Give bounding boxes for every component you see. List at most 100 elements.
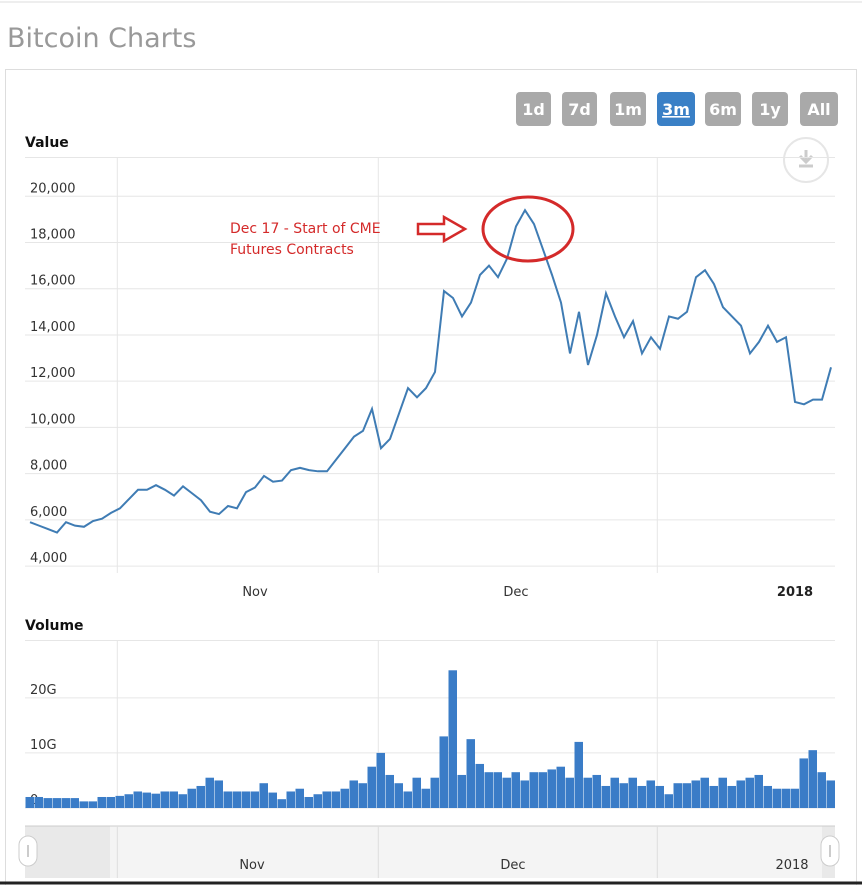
volume-bar — [376, 752, 385, 808]
x-tick-label: Dec — [503, 585, 528, 600]
volume-bar — [169, 791, 178, 808]
volume-bar — [709, 785, 718, 808]
y-tick-label: 14,000 — [30, 320, 76, 335]
y-tick-label: 16,000 — [30, 274, 76, 289]
button-label[interactable]: 6m — [709, 100, 737, 119]
volume-bar — [187, 788, 196, 808]
navigator-window — [110, 826, 822, 878]
volume-bar — [502, 777, 511, 808]
button-label[interactable]: 7d — [568, 100, 591, 119]
volume-bar — [97, 796, 106, 808]
volume-bar — [43, 798, 52, 808]
volume-bar — [124, 794, 133, 808]
volume-bar — [196, 785, 205, 808]
volume-bar — [520, 780, 529, 808]
volume-bar — [304, 796, 313, 808]
button-bg[interactable] — [610, 92, 646, 126]
button-bg[interactable] — [562, 92, 597, 126]
volume-bar — [142, 792, 151, 808]
volume-bar — [808, 750, 817, 808]
volume-bar — [556, 766, 565, 808]
volume-bar — [574, 741, 583, 808]
volume-bar — [682, 783, 691, 808]
button-label[interactable]: 3m — [662, 100, 690, 119]
volume-bar — [412, 777, 421, 808]
volume-bar — [826, 780, 835, 808]
button-bg[interactable] — [516, 92, 551, 126]
button-label[interactable]: 1y — [759, 100, 781, 119]
volume-bar — [106, 796, 115, 808]
volume-bar — [547, 769, 556, 808]
volume-bar — [448, 670, 457, 808]
volume-bar — [664, 794, 673, 808]
volume-bar — [565, 777, 574, 808]
navigator-label: 2018 — [775, 858, 808, 873]
range-button[interactable]: All — [800, 92, 838, 126]
y-tick-label: 12,000 — [30, 366, 76, 381]
volume-bar — [232, 791, 241, 808]
annotation-circle — [481, 195, 575, 263]
volume-bar — [403, 791, 412, 808]
range-button[interactable]: 1y — [752, 92, 788, 126]
volume-bar — [619, 783, 628, 808]
download-button[interactable] — [783, 137, 829, 183]
volume-bar — [637, 785, 646, 808]
volume-bar — [529, 772, 538, 808]
page-title: Bitcoin Charts — [7, 23, 196, 54]
volume-bar — [205, 777, 214, 808]
button-label[interactable]: All — [807, 100, 830, 119]
volume-bar — [178, 794, 187, 808]
volume-bar — [394, 783, 403, 808]
range-button[interactable]: 7d — [562, 92, 597, 126]
volume-bar — [115, 795, 124, 808]
volume-bar — [763, 785, 772, 808]
range-button[interactable]: 6m — [705, 92, 741, 126]
volume-bar — [754, 774, 763, 808]
volume-bar — [430, 777, 439, 808]
volume-bar — [331, 791, 340, 808]
volume-bar — [385, 774, 394, 808]
volume-bar — [484, 772, 493, 808]
y-tick-label: 10,000 — [30, 412, 76, 427]
volume-bar — [313, 794, 322, 808]
y-tick-label: 20,000 — [30, 181, 76, 196]
range-buttons: 1d 7d 1m 3m 6m 1y All — [516, 92, 838, 126]
volume-bar — [781, 788, 790, 808]
volume-bar — [475, 763, 484, 808]
button-bg[interactable] — [800, 92, 838, 126]
volume-bar — [745, 777, 754, 808]
volume-bar — [52, 798, 61, 808]
volume-bar — [457, 774, 466, 808]
range-button[interactable]: 1d — [516, 92, 551, 126]
y-tick-label: 4,000 — [30, 551, 67, 566]
button-bg[interactable] — [657, 92, 695, 126]
volume-bar — [511, 772, 520, 808]
range-button[interactable]: 1m — [610, 92, 646, 126]
x-tick-label: Nov — [242, 585, 268, 600]
volume-bar — [691, 780, 700, 808]
button-bg[interactable] — [705, 92, 741, 126]
navigator-label: Nov — [239, 858, 265, 873]
volume-bar — [592, 774, 601, 808]
button-label[interactable]: 1m — [614, 100, 642, 119]
button-label[interactable]: 1d — [522, 100, 545, 119]
volume-bar — [277, 799, 286, 808]
volume-bar — [601, 785, 610, 808]
volume-bar — [817, 772, 826, 808]
volume-bar — [70, 798, 79, 808]
volume-bar — [349, 780, 358, 808]
range-button[interactable]: 3m — [657, 92, 695, 126]
volume-bar — [25, 796, 34, 808]
annotation: Dec 17 - Start of CME — [230, 221, 381, 237]
volume-bar — [286, 791, 295, 808]
y-tick-label: 20G — [30, 683, 57, 698]
y-tick-label: 10G — [30, 738, 57, 753]
button-bg[interactable] — [752, 92, 788, 126]
volume-bar — [61, 798, 70, 808]
volume-bar — [151, 793, 160, 808]
volume-bar — [358, 783, 367, 808]
x-tick-label: 2018 — [777, 585, 813, 600]
volume-bar — [79, 801, 88, 808]
volume-bar — [610, 777, 619, 808]
